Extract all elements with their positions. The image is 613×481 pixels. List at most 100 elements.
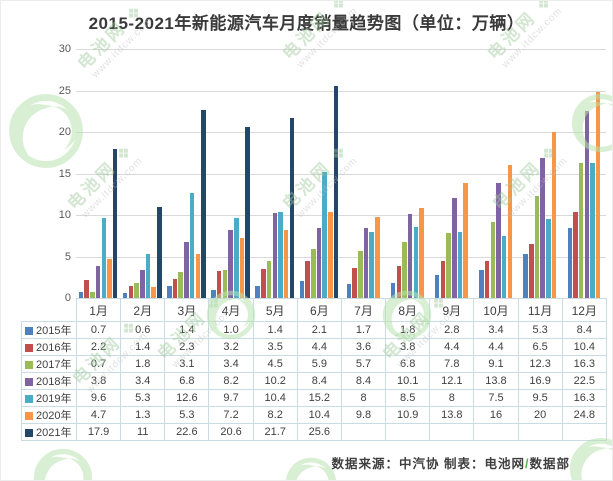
table-row-2016年: 2016年 2.2 1.4 2.3 3.2 3.5 4.4 3.6 3.8 4.4 4.4 6.5 10… [21, 338, 607, 356]
value-cell-2015年-12月: 8.4 [561, 321, 607, 339]
bar-groups [76, 49, 606, 298]
value-cell-2021年-8月 [385, 423, 431, 441]
legend-label: 2015年 [36, 325, 72, 337]
bar-2019年-7月 [369, 231, 374, 298]
value-cell-2019年-2月: 5.3 [120, 389, 166, 407]
bar-2015年-4月 [211, 289, 216, 298]
bar-2020年-3月 [195, 254, 201, 298]
month-header-4月: 4月 [208, 298, 254, 322]
legend-label: 2018年 [36, 376, 72, 388]
legend-swatch-2015年 [25, 327, 33, 335]
table-corner-cell [21, 298, 77, 322]
bar-2018年-12月 [584, 111, 590, 298]
value-cell-2021年-3月: 22.6 [164, 423, 210, 441]
value-cell-2021年-2月: 11 [120, 423, 166, 441]
value-cell-2018年-12月: 22.5 [561, 372, 607, 390]
value-cell-2019年-11月: 9.5 [517, 389, 563, 407]
value-cell-2020年-7月: 9.8 [340, 406, 387, 424]
value-cell-2017年-12月: 16.3 [561, 355, 607, 373]
bar-2019年-11月 [546, 219, 551, 298]
chart-title: 2015-2021年新能源汽车月度销量趋势图（单位：万辆） [88, 14, 525, 33]
bar-2019年-4月 [234, 217, 239, 298]
bar-2018年-5月 [272, 213, 278, 298]
value-cell-2021年-4月: 20.6 [208, 423, 254, 441]
bar-2020年-10月 [507, 165, 513, 298]
legend-key-2019年: 2019年 [21, 389, 77, 407]
value-cell-2019年-12月: 16.3 [561, 389, 607, 407]
value-cell-2016年-12月: 10.4 [561, 338, 607, 356]
value-cell-2017年-11月: 12.3 [517, 355, 563, 373]
bar-2017年-5月 [266, 260, 272, 298]
value-cell-2015年-1月: 0.7 [75, 321, 122, 339]
value-cell-2019年-1月: 9.6 [75, 389, 122, 407]
table-row-2017年: 2017年 0.7 1.8 3.1 3.4 4.5 5.9 5.7 6.8 7.8 9.1 12.3 1… [21, 355, 607, 373]
value-cell-2015年-5月: 1.4 [252, 321, 298, 339]
bar-2015年-5月 [255, 286, 260, 298]
bar-2017年-10月 [490, 222, 496, 298]
source-note-main: 数据来源：中汽协 制表：电池网 [331, 457, 525, 471]
bar-2020年-2月 [151, 287, 156, 298]
month-header-6月: 6月 [296, 298, 342, 322]
y-axis-label-0: 0 [64, 292, 71, 304]
bar-2020年-12月 [595, 92, 601, 298]
bar-2016年-7月 [352, 268, 357, 298]
bar-2016年-4月 [216, 271, 222, 298]
bar-2019年-8月 [413, 227, 419, 298]
value-cell-2021年-6月: 25.6 [296, 423, 342, 441]
value-cell-2017年-6月: 5.9 [296, 355, 342, 373]
month-group-11月 [518, 49, 562, 298]
value-cell-2018年-11月: 16.9 [517, 372, 563, 390]
bar-2016年-8月 [396, 266, 401, 298]
legend-key-2018年: 2018年 [21, 372, 77, 390]
month-header-11月: 11月 [517, 298, 563, 322]
bar-2020年-5月 [283, 229, 289, 298]
bar-2017年-4月 [222, 269, 228, 298]
legend-label: 2020年 [36, 410, 72, 422]
table-header-row: 1月 2月 3月 4月 5月 6月 7月 8月 9月 10月 11月 12月 [21, 298, 607, 322]
value-cell-2016年-2月: 1.4 [120, 338, 166, 356]
value-cell-2019年-10月: 7.5 [473, 389, 519, 407]
value-cell-2015年-8月: 1.8 [385, 321, 431, 339]
month-group-12月 [562, 49, 606, 298]
value-cell-2015年-4月: 1.0 [208, 321, 254, 339]
bar-2016年-5月 [261, 268, 266, 298]
month-header-8月: 8月 [385, 298, 431, 322]
value-cell-2016年-9月: 4.4 [429, 338, 475, 356]
value-cell-2020年-11月: 20 [517, 406, 563, 424]
value-cell-2016年-6月: 4.4 [296, 338, 342, 356]
table-row-2015年: 2015年 0.7 0.6 1.4 1.0 1.4 2.1 1.7 1.8 2.8 3.4 5.3 8.… [21, 321, 607, 339]
bar-2019年-2月 [145, 254, 151, 298]
legend-swatch-2018年 [25, 378, 33, 386]
bar-2017年-6月 [311, 249, 316, 298]
value-cell-2018年-2月: 3.4 [120, 372, 166, 390]
value-cell-2018年-9月: 12.1 [429, 372, 475, 390]
value-cell-2017年-4月: 3.4 [208, 355, 254, 373]
value-cell-2021年-10月 [473, 423, 519, 441]
value-cell-2018年-4月: 8.2 [208, 372, 254, 390]
bar-2019年-10月 [501, 235, 507, 298]
month-header-10月: 10月 [473, 298, 519, 322]
value-cell-2017年-9月: 7.8 [429, 355, 475, 373]
bar-2018年-10月 [496, 183, 501, 298]
month-header-7月: 7月 [340, 298, 387, 322]
bar-2017年-2月 [134, 283, 139, 298]
bar-2017年-1月 [90, 292, 95, 298]
bar-2016年-10月 [484, 261, 490, 298]
bar-2015年-6月 [299, 280, 305, 298]
table-row-2019年: 2019年 9.6 5.3 12.6 9.7 10.4 15.2 8 8.5 8 7.5 9.5 16.… [21, 389, 607, 407]
gridline-30 [76, 49, 606, 50]
source-note: 数据来源：中汽协 制表：电池网/数据部 [332, 453, 570, 472]
legend-swatch-2021年 [25, 429, 33, 437]
bar-2021年-4月 [245, 127, 250, 298]
value-cell-2017年-1月: 0.7 [75, 355, 122, 373]
value-cell-2016年-3月: 2.3 [164, 338, 210, 356]
bar-2019年-3月 [189, 193, 195, 298]
value-cell-2020年-5月: 8.2 [252, 406, 298, 424]
value-cell-2018年-8月: 10.1 [385, 372, 431, 390]
bar-2018年-8月 [407, 214, 413, 298]
legend-swatch-2017年 [25, 361, 33, 369]
value-cell-2017年-7月: 5.7 [340, 355, 387, 373]
value-cell-2019年-9月: 8 [429, 389, 475, 407]
table-row-2020年: 2020年 4.7 1.3 5.3 7.2 8.2 10.4 9.8 10.9 13.8 16 20 2… [21, 406, 607, 424]
bar-2015年-3月 [167, 286, 172, 298]
